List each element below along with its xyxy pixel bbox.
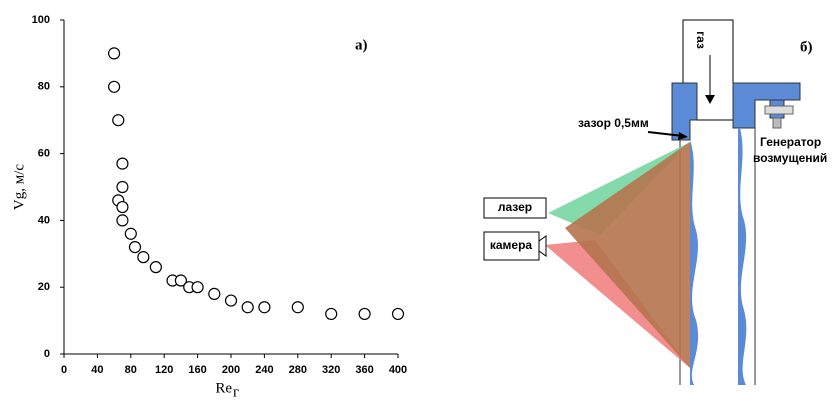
flange-right: [732, 82, 801, 129]
x-tick-label: 0: [61, 364, 67, 376]
point: [208, 287, 221, 300]
gap-label: зазор 0,5мм: [578, 116, 649, 130]
point: [325, 307, 338, 321]
camera-view: [545, 240, 690, 368]
y-tick-label: 80: [38, 81, 50, 93]
y-axis-label: Vg, м/с: [11, 164, 27, 210]
point: [358, 307, 371, 321]
point: [116, 157, 129, 170]
x-axis-label: Re: [215, 380, 232, 396]
x-tick-label: 80: [125, 364, 137, 376]
y-tick-label: 0: [44, 348, 50, 360]
gap-arrow-head: [678, 132, 688, 140]
camera-lens: [538, 235, 547, 257]
point: [174, 274, 187, 287]
point: [107, 47, 121, 60]
overlap: [565, 142, 690, 368]
point: [149, 261, 162, 274]
x-tick-label: 280: [289, 364, 307, 376]
flange-left: [671, 82, 698, 141]
x-tick-label: 400: [389, 364, 407, 376]
laser-box: [483, 197, 547, 219]
panel-label: а): [355, 37, 368, 53]
point: [258, 301, 271, 314]
x-tick-label: 200: [222, 364, 240, 376]
point: [112, 114, 125, 127]
x-tick-label: 240: [255, 364, 273, 376]
panel-label: б): [800, 39, 813, 55]
x-tick-label: 40: [91, 364, 103, 376]
generator-label: Генератор: [760, 135, 821, 149]
point: [137, 251, 150, 264]
point: [391, 307, 405, 321]
camera-label: камера: [490, 238, 533, 252]
x-axis-label-sub: г: [233, 384, 239, 400]
diagram: б) газ лазер камера зазор 0,5мм Генерато…: [483, 19, 827, 385]
laser-sheet: [548, 142, 690, 235]
x-tick-label: 120: [155, 364, 173, 376]
liquid-film: [690, 140, 699, 385]
y-tick-label: 60: [38, 148, 50, 160]
gas-inlet: [682, 19, 734, 121]
generator-part: [772, 117, 782, 129]
liquid-film: [738, 128, 747, 385]
point: [124, 227, 137, 240]
y-tick-label: 20: [38, 281, 50, 293]
point: [291, 301, 304, 314]
laser-label: лазер: [498, 200, 532, 214]
point: [191, 281, 204, 294]
y-tick-label: 100: [32, 14, 50, 26]
point: [116, 214, 129, 227]
point: [116, 180, 129, 194]
y-tick-label: 40: [38, 214, 50, 226]
generator-label: возмущений: [753, 151, 827, 165]
point: [224, 294, 238, 307]
point: [128, 241, 142, 254]
point: [241, 301, 254, 314]
x-tick-label: 360: [355, 364, 373, 376]
x-tick-label: 320: [322, 364, 340, 376]
point: [107, 80, 121, 93]
x-tick-label: 160: [188, 364, 206, 376]
point: [116, 200, 129, 214]
arrow-head: [705, 95, 715, 104]
gap-arrow: [647, 131, 684, 137]
generator-part: [764, 105, 794, 115]
gas-label: газ: [694, 31, 708, 49]
